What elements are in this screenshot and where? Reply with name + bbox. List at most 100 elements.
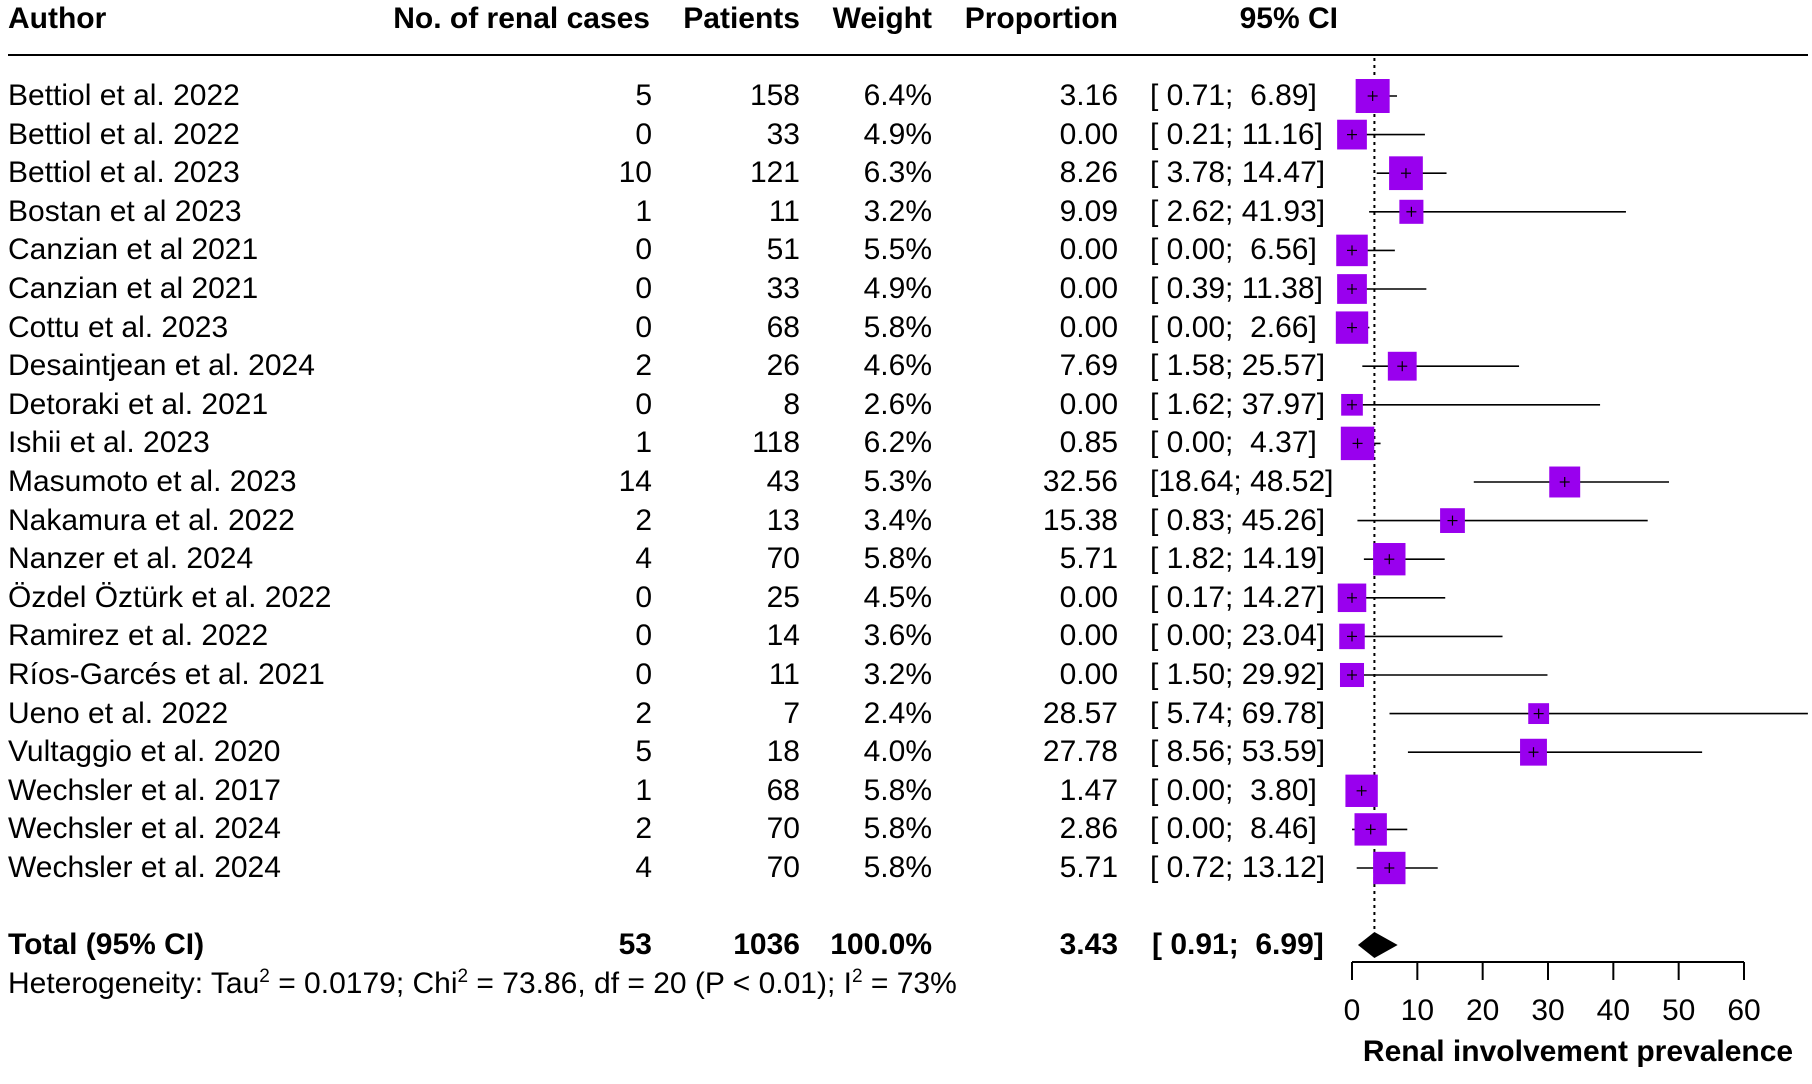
study-cases: 4 (635, 851, 652, 884)
study-weight: 4.9% (863, 117, 932, 151)
heterogeneity-chi: = 73.86, df = 20 (P < 0.01); I (476, 967, 852, 1000)
total-weight: 100.0% (830, 928, 932, 961)
study-patients: 33 (766, 117, 800, 151)
study-patients: 33 (766, 272, 800, 305)
study-proportion: 9.09 (1059, 194, 1118, 228)
total-label: Total (95% CI) (8, 928, 205, 961)
study-cases: 10 (618, 156, 652, 190)
study-author: Wechsler et al. 2024 (8, 851, 281, 884)
study-weight: 3.4% (863, 503, 932, 537)
study-patients: 70 (766, 812, 800, 846)
study-ci: [ 5.74; 69.78] (1150, 696, 1326, 730)
study-author: Detoraki et al. 2021 (8, 387, 269, 421)
heterogeneity-prefix: Heterogeneity: Tau (8, 967, 260, 1000)
study-ci: [ 0.00; 23.04] (1150, 619, 1326, 653)
study-patients: 68 (766, 310, 800, 344)
study-patients: 13 (766, 503, 800, 537)
study-weight: 6.2% (863, 426, 932, 460)
study-author: Bettiol et al. 2022 (8, 117, 240, 151)
study-ci: [ 0.39; 11.38] (1150, 272, 1323, 305)
study-proportion: 0.00 (1059, 233, 1118, 267)
header-95ci: 95% CI (1239, 2, 1338, 35)
x-axis-label: Renal involvement prevalence (1363, 1035, 1793, 1068)
study-weight: 6.3% (863, 156, 932, 190)
study-patients: 8 (783, 387, 800, 421)
summary-diamond (1357, 932, 1398, 958)
study-author: Bostan et al 2023 (8, 194, 242, 228)
study-proportion: 2.86 (1059, 812, 1118, 846)
study-cases: 1 (635, 194, 652, 228)
study-cases: 0 (635, 387, 652, 421)
study-weight: 2.6% (863, 387, 932, 421)
study-proportion: 0.00 (1059, 310, 1118, 344)
study-weight: 3.2% (863, 194, 932, 228)
study-weight: 3.2% (863, 658, 932, 691)
study-cases: 2 (635, 812, 652, 846)
study-proportion: 0.00 (1059, 117, 1118, 151)
study-author: Canzian et al 2021 (8, 233, 259, 267)
study-weight: 5.8% (863, 542, 932, 576)
study-proportion: 0.00 (1059, 580, 1118, 614)
study-proportion: 7.69 (1059, 349, 1118, 383)
study-proportion: 5.71 (1059, 851, 1118, 884)
study-patients: 158 (749, 79, 800, 112)
study-patients: 118 (752, 426, 800, 460)
total-ci: [ 0.91; 6.99] (1152, 928, 1324, 961)
study-ci: [ 0.17; 14.27] (1150, 580, 1326, 614)
study-ci: [ 0.83; 45.26] (1150, 503, 1326, 537)
study-cases: 2 (635, 503, 652, 537)
x-tick-label: 10 (1401, 994, 1434, 1027)
study-ci: [ 0.00; 6.56] (1150, 233, 1317, 267)
study-cases: 0 (635, 272, 652, 305)
study-cases: 2 (635, 696, 652, 730)
study-weight: 5.8% (863, 310, 932, 344)
study-author: Desaintjean et al. 2024 (8, 349, 315, 383)
study-ci: [ 0.00; 8.46] (1150, 812, 1317, 846)
study-weight: 5.5% (863, 233, 932, 267)
study-patients: 18 (766, 735, 800, 769)
study-proportion: 0.85 (1059, 426, 1118, 460)
study-ci: [ 1.58; 25.57] (1150, 349, 1326, 383)
study-cases: 0 (635, 310, 652, 344)
study-proportion: 0.00 (1059, 619, 1118, 653)
header-proportion: Proportion (964, 2, 1118, 35)
study-author: Wechsler et al. 2017 (8, 773, 281, 807)
study-ci: [ 0.71; 6.89] (1150, 79, 1317, 112)
study-ci: [ 0.00; 2.66] (1150, 310, 1317, 344)
study-proportion: 5.71 (1059, 542, 1118, 576)
x-tick-label: 60 (1727, 994, 1760, 1027)
study-proportion: 8.26 (1059, 156, 1118, 190)
study-weight: 5.8% (863, 812, 932, 846)
study-ci: [ 8.56; 53.59] (1150, 735, 1326, 769)
study-patients: 7 (783, 696, 800, 730)
i-superscript: 2 (851, 966, 863, 987)
study-author: Bettiol et al. 2023 (8, 156, 240, 190)
study-proportion: 3.16 (1059, 79, 1118, 112)
study-author: Ramirez et al. 2022 (8, 619, 269, 653)
study-patients: 11 (768, 658, 800, 691)
heterogeneity-tau: = 0.0179; Chi (278, 967, 458, 1000)
study-weight: 5.8% (863, 851, 932, 884)
study-patients: 11 (768, 194, 800, 228)
study-author: Bettiol et al. 2022 (8, 79, 240, 112)
total-proportion: 3.43 (1059, 928, 1118, 961)
x-tick-label: 20 (1466, 994, 1499, 1027)
study-ci: [ 0.72; 13.12] (1150, 851, 1326, 884)
study-weight: 2.4% (863, 696, 932, 730)
study-weight: 4.5% (863, 580, 932, 614)
study-ci: [ 0.00; 4.37] (1150, 426, 1317, 460)
study-patients: 43 (766, 465, 800, 498)
study-proportion: 0.00 (1059, 658, 1118, 691)
tau-superscript: 2 (259, 966, 270, 987)
study-author: Wechsler et al. 2024 (8, 812, 281, 846)
study-author: Özdel Öztürk et al. 2022 (8, 580, 332, 614)
header-renal-cases: No. of renal cases (393, 2, 650, 35)
study-cases: 0 (635, 117, 652, 151)
study-patients: 25 (766, 580, 800, 614)
study-ci: [ 1.62; 37.97] (1150, 387, 1326, 421)
study-weight: 3.6% (863, 619, 932, 653)
x-tick-label: 30 (1531, 994, 1564, 1027)
study-cases: 4 (635, 542, 652, 576)
study-ci: [ 1.50; 29.92] (1150, 658, 1326, 691)
